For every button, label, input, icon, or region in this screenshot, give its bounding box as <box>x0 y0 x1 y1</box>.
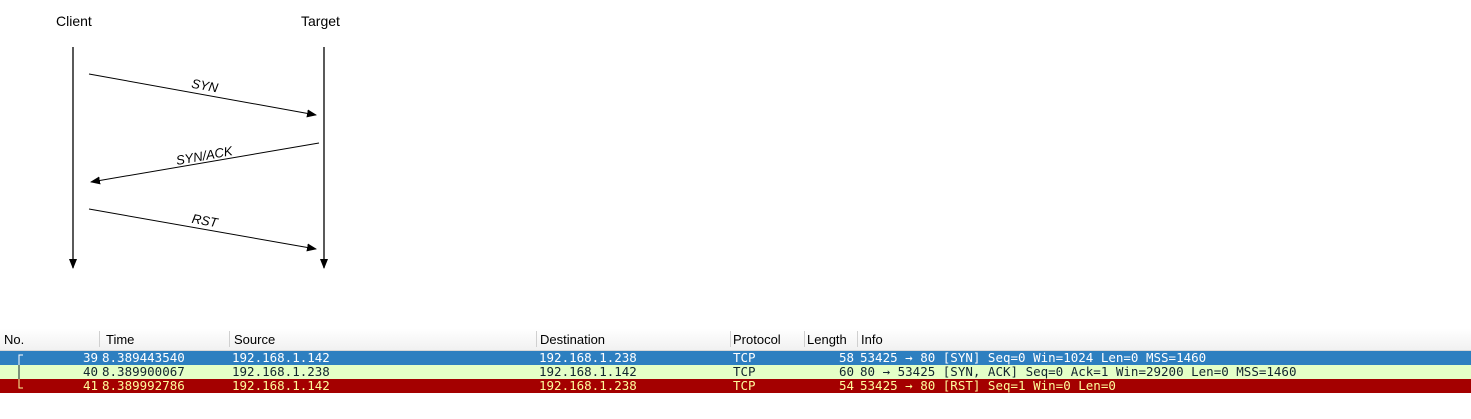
column-separator[interactable] <box>99 331 100 347</box>
column-separator[interactable] <box>229 331 230 347</box>
rst-arrow <box>88 208 317 252</box>
packet-info: 80 → 53425 [SYN, ACK] Seq=0 Ack=1 Win=29… <box>860 365 1297 379</box>
column-separator[interactable] <box>536 331 537 347</box>
packet-row[interactable]: 41 8.389992786 192.168.1.142 192.168.1.2… <box>0 379 1471 393</box>
column-separator[interactable] <box>730 331 731 347</box>
column-header-destination[interactable]: Destination <box>540 332 606 347</box>
packet-list: No. Time Source Destination Protocol Len… <box>0 329 1471 393</box>
packet-source: 192.168.1.238 <box>232 365 330 379</box>
conversation-start-icon <box>18 354 23 365</box>
syn-arrow <box>88 73 317 118</box>
sequence-diagram-canvas: SYN SYN/ACK RST <box>69 47 328 269</box>
conversation-continue-icon <box>18 365 20 379</box>
packet-source: 192.168.1.142 <box>232 379 330 393</box>
packet-time: 8.389992786 <box>102 379 185 393</box>
packet-destination: 192.168.1.238 <box>539 351 637 365</box>
column-header-info[interactable]: Info <box>861 332 883 347</box>
packet-length: 60 <box>838 365 854 379</box>
synack-label: SYN/ACK <box>175 143 235 168</box>
tcp-sequence-diagram: SYN SYN/ACK RST Client Target <box>0 0 420 300</box>
packet-destination: 192.168.1.142 <box>539 365 637 379</box>
packet-list-header: No. Time Source Destination Protocol Len… <box>0 329 1471 351</box>
packet-time: 8.389900067 <box>102 365 185 379</box>
packet-protocol: TCP <box>733 365 756 379</box>
column-separator[interactable] <box>857 331 858 347</box>
packet-number: 41 <box>82 379 98 393</box>
packet-row[interactable]: 40 8.389900067 192.168.1.238 192.168.1.1… <box>0 365 1471 379</box>
packet-length: 54 <box>838 379 854 393</box>
packet-protocol: TCP <box>733 379 756 393</box>
client-label: Client <box>56 13 92 29</box>
rst-label: RST <box>191 211 220 230</box>
conversation-end-icon <box>18 379 23 389</box>
packet-protocol: TCP <box>733 351 756 365</box>
syn-label: SYN <box>190 76 220 96</box>
packet-row[interactable]: 39 8.389443540 192.168.1.142 192.168.1.2… <box>0 351 1471 365</box>
packet-info: 53425 → 80 [RST] Seq=1 Win=0 Len=0 <box>860 379 1116 393</box>
column-separator[interactable] <box>804 331 805 347</box>
column-header-length[interactable]: Length <box>807 332 847 347</box>
packet-source: 192.168.1.142 <box>232 351 330 365</box>
column-header-no[interactable]: No. <box>4 332 25 347</box>
column-header-protocol[interactable]: Protocol <box>733 332 781 347</box>
packet-number: 39 <box>82 351 98 365</box>
packet-destination: 192.168.1.238 <box>539 379 637 393</box>
packet-length: 58 <box>838 351 854 365</box>
synack-arrow <box>90 142 320 185</box>
packet-info: 53425 → 80 [SYN] Seq=0 Win=1024 Len=0 MS… <box>860 351 1207 365</box>
packet-number: 40 <box>82 365 98 379</box>
target-label: Target <box>301 13 340 29</box>
packet-time: 8.389443540 <box>102 351 185 365</box>
column-header-time[interactable]: Time <box>106 332 135 347</box>
column-header-source[interactable]: Source <box>234 332 276 347</box>
